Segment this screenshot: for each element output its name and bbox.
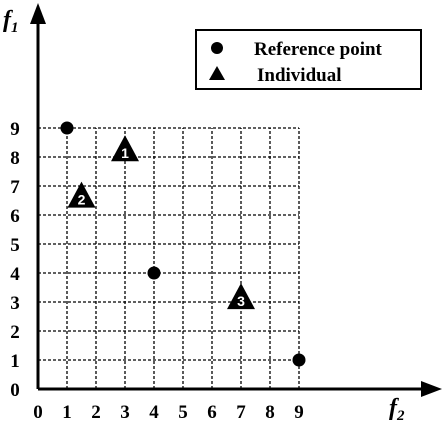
y-tick-label: 8	[10, 148, 20, 169]
individual-triangle	[111, 135, 139, 162]
y-tick-label: 7	[10, 177, 20, 198]
x-tick-label: 1	[62, 402, 72, 423]
y-tick-label: 5	[10, 235, 20, 256]
reference-point-marker	[147, 266, 161, 280]
reference-point-marker	[292, 353, 306, 367]
y-tick-label: 0	[10, 380, 20, 401]
axes	[30, 3, 442, 397]
y-tick-label: 1	[10, 351, 20, 372]
reference-point-marker	[60, 121, 74, 135]
x-tick-label: 9	[294, 402, 304, 423]
legend-label-individual: Individual	[257, 65, 342, 86]
y-axis-arrow	[30, 3, 46, 24]
individual-marker: 1	[111, 135, 139, 162]
individual-triangle	[67, 181, 96, 208]
individual-triangle	[227, 283, 255, 310]
y-tick-label: 4	[10, 264, 20, 285]
individual-number-label: 1	[121, 145, 129, 161]
legend-box	[195, 29, 422, 90]
data-points: 1 2 3	[60, 121, 306, 367]
individual-number-label: 2	[78, 192, 86, 208]
x-tick-label: 3	[120, 402, 130, 423]
y-tick-label: 2	[10, 322, 20, 343]
x-tick-label: 6	[207, 402, 217, 423]
x-tick-label: 7	[236, 402, 246, 423]
y-tick-label: 9	[10, 119, 20, 140]
y-axis-label: f1	[3, 7, 19, 36]
legend: Reference point Individual	[195, 29, 422, 90]
x-axis-label: f2	[389, 395, 405, 424]
legend-label-reference: Reference point	[254, 39, 383, 60]
individual-number-label: 3	[237, 293, 245, 309]
grid	[38, 127, 300, 389]
individual-marker: 3	[227, 283, 255, 310]
legend-triangle-marker	[209, 66, 225, 80]
x-tick-label: 0	[33, 402, 43, 423]
y-tick-label: 3	[10, 293, 20, 314]
legend-circle-marker	[211, 42, 223, 54]
x-tick-label: 2	[91, 402, 101, 423]
x-tick-label: 5	[178, 402, 188, 423]
x-tick-label: 4	[149, 402, 159, 423]
x-axis-arrow	[421, 381, 442, 397]
individual-marker: 2	[67, 181, 96, 208]
y-tick-label: 6	[10, 206, 20, 227]
x-tick-label: 8	[265, 402, 275, 423]
